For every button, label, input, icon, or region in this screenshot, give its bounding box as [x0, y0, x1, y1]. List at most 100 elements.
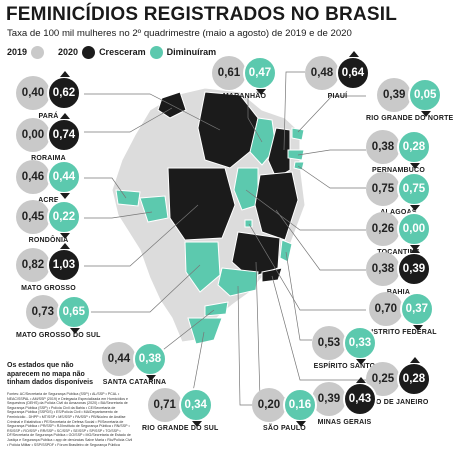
- value-2019: 0,38: [366, 252, 400, 286]
- value-2020: 0,65: [56, 295, 91, 334]
- value-2019: 0,26: [366, 212, 400, 246]
- map-state-rondonia: [139, 195, 169, 223]
- value-2020: 0,28: [397, 130, 431, 169]
- state-maranhao: 0,61 0,47 MARANHÃO: [212, 56, 277, 100]
- map-state-para: [197, 91, 259, 169]
- value-2020: 0,44: [47, 160, 81, 199]
- value-2020: 0,37: [399, 292, 434, 331]
- state-para: 0,40 0,62 PARÁ: [16, 71, 81, 120]
- value-2019: 0,20: [252, 388, 286, 422]
- value-2019: 0,45: [16, 200, 50, 234]
- value-2020: 0,43: [343, 377, 377, 416]
- map-state-rio-grande-do-norte: [291, 127, 305, 141]
- state-name: MINAS GERAIS: [317, 419, 372, 426]
- state-mato-grosso: 0,82 1,03 MATO GROSSO: [16, 243, 81, 292]
- state-name: MATO GROSSO: [21, 285, 76, 292]
- state-bahia: 0,38 0,39 BAHIA: [366, 247, 431, 296]
- state-rondonia: 0,45 0,22 RONDÔNIA: [16, 200, 81, 244]
- state-name: MATO GROSSO DO SUL: [16, 332, 101, 339]
- map-state-mato-grosso: [167, 167, 236, 241]
- state-name: ACRE: [38, 197, 59, 204]
- map-state-espirito-santo: [279, 239, 293, 263]
- value-2019: 0,61: [212, 56, 246, 90]
- value-2019: 0,48: [305, 56, 339, 90]
- value-2020: 0,62: [47, 71, 81, 110]
- legend-increased-swatch: [82, 45, 96, 59]
- value-2019: 0,44: [102, 342, 136, 376]
- legend: 2019 2020 Cresceram Diminuíram: [7, 45, 216, 59]
- value-2020: 0,28: [397, 357, 431, 396]
- value-2020: 0,16: [283, 388, 317, 427]
- value-2019: 0,70: [368, 292, 403, 326]
- value-2019: 0,75: [366, 172, 400, 206]
- map-state-tocantins: [233, 167, 259, 211]
- value-2019: 0,39: [377, 78, 412, 112]
- state-tocantins: 0,26 0,00 TOCANTINS: [366, 212, 431, 256]
- value-2020: 0,64: [336, 51, 370, 90]
- state-pernambuco: 0,38 0,28 PERNAMBUCO: [366, 130, 431, 174]
- sources-text: Fontes: AC/Secretaria de Segurança Públi…: [7, 392, 133, 447]
- value-2020: 0,38: [133, 342, 167, 381]
- state-name: DISTRITO FEDERAL: [366, 329, 437, 336]
- value-2020: 0,75: [397, 172, 431, 211]
- value-2020: 0,74: [47, 113, 81, 152]
- state-piaui: 0,48 0,64 PIAUÍ: [305, 51, 370, 100]
- map-state-rio-grande-do-sul: [187, 317, 223, 345]
- state-minas-gerais: 0,39 0,43 MINAS GERAIS: [312, 377, 377, 426]
- value-2020: 0,22: [47, 200, 81, 239]
- value-2020: 0,33: [343, 326, 377, 365]
- state-name: PERNAMBUCO: [372, 167, 425, 174]
- no-data-note: Os estados que não aparecem no mapa não …: [7, 362, 93, 386]
- value-2020: 0,34: [178, 388, 213, 427]
- map-state-sao-paulo: [217, 267, 259, 297]
- state-espirito-santo: 0,53 0,33 ESPÍRITO SANTO: [312, 326, 377, 370]
- value-2019: 0,38: [366, 130, 400, 164]
- state-roraima: 0,00 0,74 RORAIMA: [16, 113, 81, 162]
- map-state-distrito-federal: [244, 219, 253, 228]
- map-state-pernambuco: [287, 149, 305, 161]
- legend-decreased-swatch: [149, 45, 163, 59]
- value-2020: 1,03: [47, 243, 81, 282]
- value-2020: 0,00: [397, 212, 431, 251]
- value-2019: 0,46: [16, 160, 50, 194]
- legend-2019-label: 2019: [7, 47, 28, 57]
- state-sao-paulo: 0,20 0,16 SÃO PAULO: [252, 388, 317, 432]
- state-alagoas: 0,75 0,75 ALAGOAS: [366, 172, 431, 216]
- state-name: PARÁ: [38, 113, 59, 120]
- state-santa-catarina: 0,44 0,38 SANTA CATARINA: [102, 342, 167, 386]
- map-state-acre: [115, 189, 141, 207]
- value-2019: 0,00: [16, 118, 50, 152]
- value-2020: 0,47: [243, 56, 277, 95]
- state-name: RORAIMA: [31, 155, 66, 162]
- state-name: SÃO PAULO: [263, 425, 306, 432]
- page-subtitle: Taxa de 100 mil mulheres no 2º quadrimes…: [7, 28, 352, 39]
- value-2020: 0,05: [408, 78, 443, 117]
- value-2019: 0,53: [312, 326, 346, 360]
- value-2019: 0,40: [16, 76, 50, 110]
- legend-decreased-label: Diminuíram: [166, 47, 217, 57]
- state-name: ESPÍRITO SANTO: [313, 363, 376, 370]
- value-2019: 0,39: [312, 382, 346, 416]
- value-2019: 0,71: [147, 388, 182, 422]
- state-distrito-federal: 0,70 0,37 DISTRITO FEDERAL: [366, 292, 437, 336]
- map-state-bahia: [254, 171, 299, 241]
- value-2019: 0,73: [25, 295, 60, 329]
- legend-increased-label: Cresceram: [99, 47, 146, 57]
- state-name: MARANHÃO: [222, 93, 267, 100]
- legend-2019-swatch: [31, 45, 45, 59]
- state-name: ALAGOAS: [380, 209, 417, 216]
- state-name: RIO GRANDE DO SUL: [142, 425, 219, 432]
- state-mato-grosso-do-sul: 0,73 0,65 MATO GROSSO DO SUL: [16, 295, 101, 339]
- value-2020: 0,39: [397, 247, 431, 286]
- state-name: PIAUÍ: [327, 93, 348, 100]
- state-rio-grande-do-norte: 0,39 0,05 RIO GRANDE DO NORTE: [366, 78, 453, 122]
- state-name: SANTA CATARINA: [102, 379, 167, 386]
- page-title: FEMINICÍDIOS REGISTRADOS NO BRASIL: [6, 4, 398, 25]
- state-name: TOCANTINS: [377, 249, 420, 256]
- legend-2020-label: 2020: [58, 47, 79, 57]
- state-name: RIO DE JANEIRO: [368, 399, 429, 406]
- map-state-mato-grosso-do-sul: [184, 241, 221, 293]
- state-name: RONDÔNIA: [28, 237, 69, 244]
- state-acre: 0,46 0,44 ACRE: [16, 160, 81, 204]
